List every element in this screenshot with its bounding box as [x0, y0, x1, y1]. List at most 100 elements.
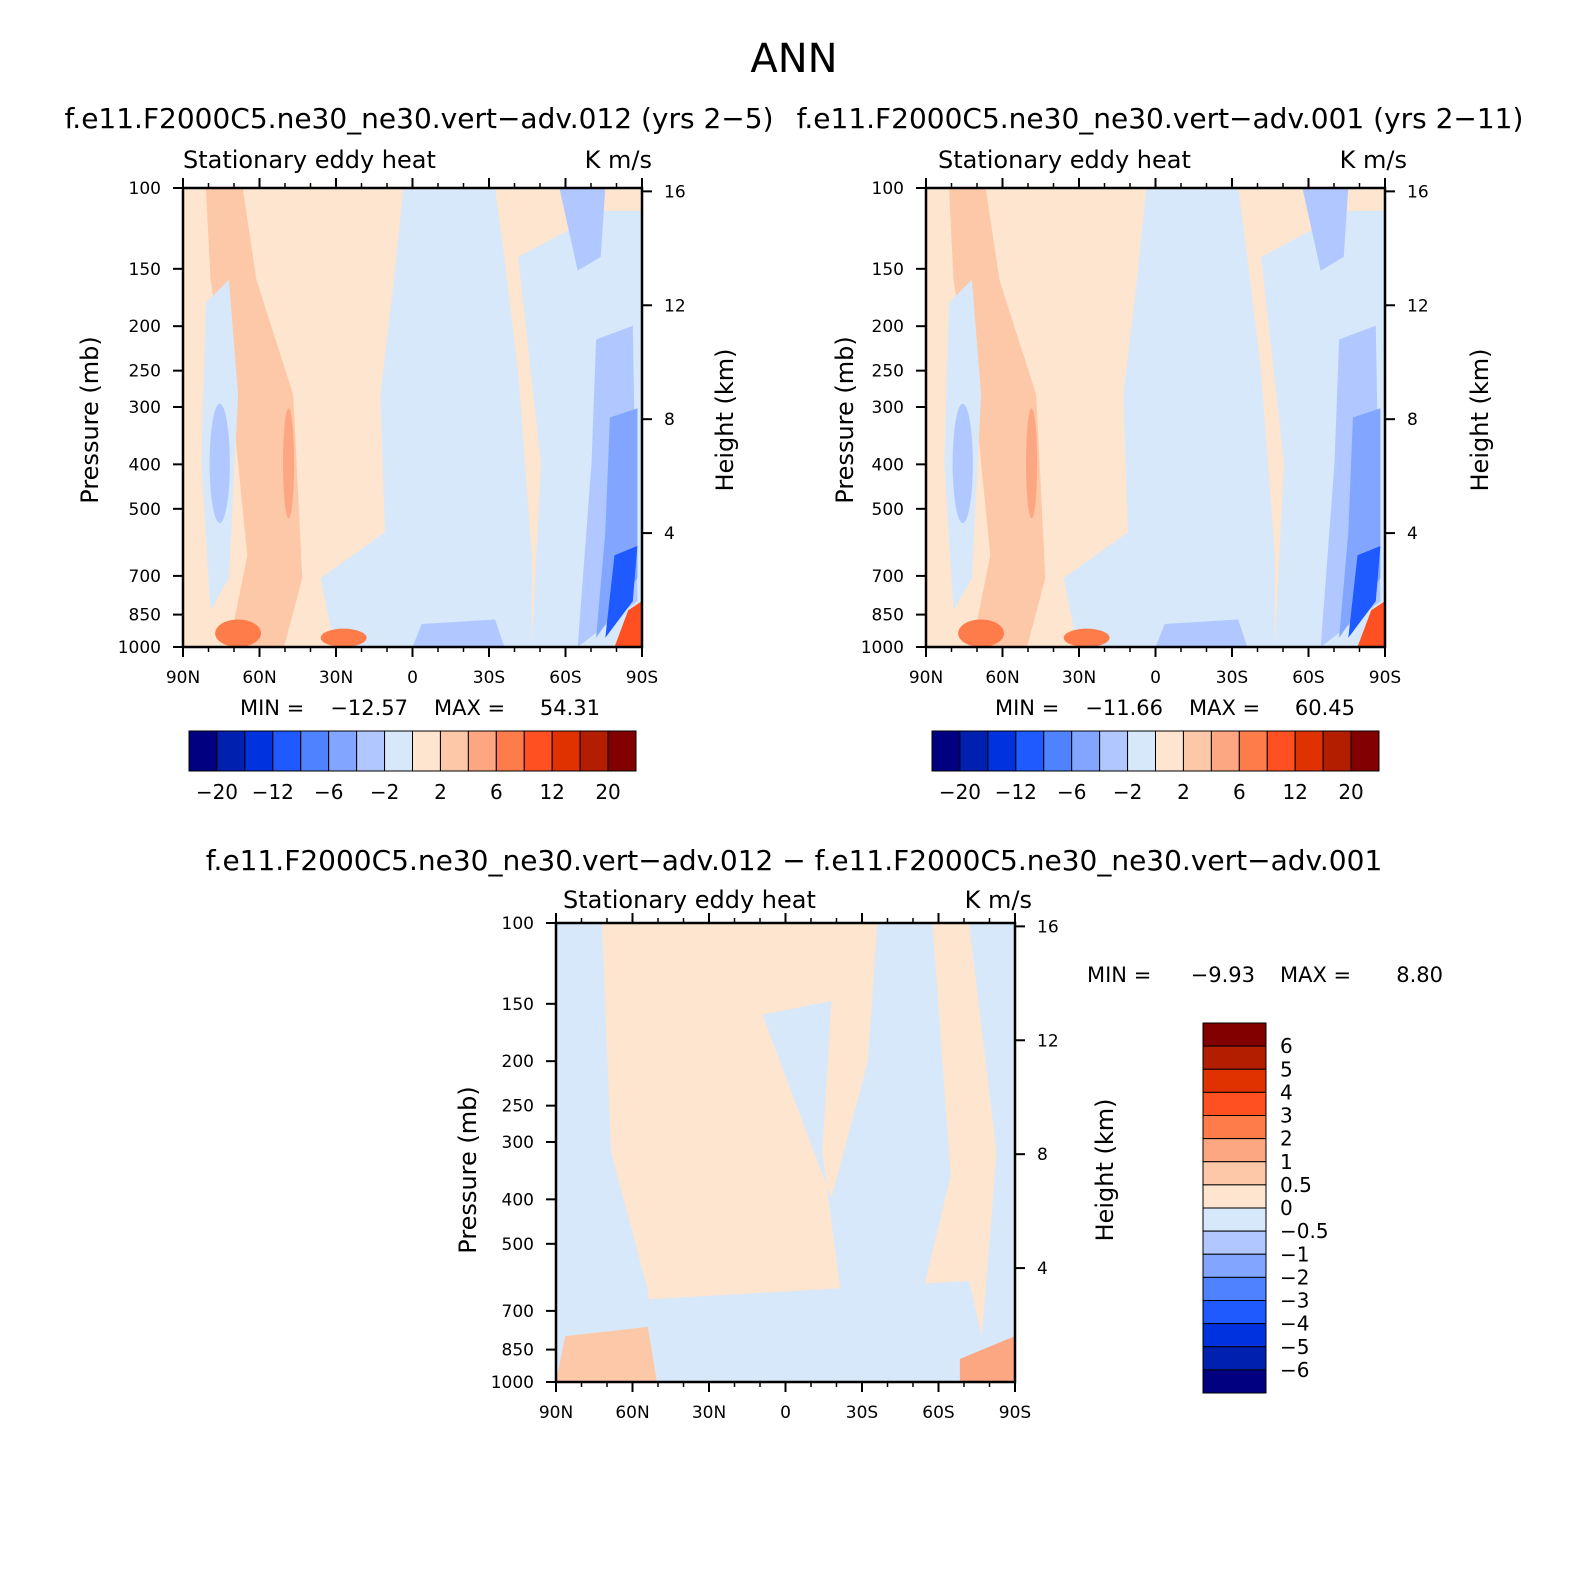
colorbar-label: 2 [434, 780, 447, 804]
positive-core-surface-north [958, 619, 1005, 647]
positive-cell-surface-north [556, 1326, 657, 1382]
y-axis-label: Pressure (mb) [831, 336, 859, 503]
negative-region-southern-hemisphere [1063, 188, 1275, 647]
colorbar-swatch [1202, 1276, 1267, 1301]
y2-axis-label: Height (km) [1466, 349, 1494, 492]
y-tick-label: 850 [502, 1341, 534, 1361]
x-tick-label: 90S [999, 1403, 1031, 1423]
min-label: MIN = [240, 696, 304, 720]
y2-tick-label: 4 [1407, 524, 1418, 544]
panel-case-title: f.e11.F2000C5.ne30_ne30.vert−adv.012 (yr… [64, 102, 773, 135]
negative-core-high-latitude-north [209, 403, 230, 524]
positive-core-surface-midlatitude [1063, 628, 1110, 647]
colorbar-swatch [1202, 1230, 1267, 1255]
min-label: MIN = [1087, 963, 1151, 987]
x-tick-label: 30N [692, 1403, 726, 1423]
colorbar-swatch [1202, 1300, 1267, 1325]
colorbar-swatch [959, 730, 989, 772]
negative-cell-upper-south [559, 188, 606, 271]
positive-core-surface-midlatitude [320, 628, 367, 647]
x-tick-label: 0 [780, 1403, 791, 1423]
colorbar-swatch [1294, 730, 1324, 772]
figure-title: ANN [750, 36, 837, 82]
y-tick-label: 200 [502, 1052, 534, 1072]
colorbar-swatch [551, 730, 581, 772]
min-label: MIN = [995, 696, 1059, 720]
panel-left-string: Stationary eddy heat [563, 886, 816, 914]
y2-tick-label: 16 [664, 182, 686, 202]
x-tick-label: 60N [615, 1403, 649, 1423]
y-tick-label: 500 [502, 1235, 534, 1255]
colorbar-label: −0.5 [1280, 1219, 1329, 1243]
colorbar-swatch [523, 730, 553, 772]
colorbar-swatch [384, 730, 413, 772]
colorbar-swatch [467, 730, 497, 772]
y-tick-label: 250 [872, 362, 904, 382]
colorbar-swatch [1350, 730, 1380, 772]
y2-tick-label: 12 [1037, 1031, 1059, 1051]
x-tick-label: 90N [166, 668, 200, 688]
y-tick-label: 1000 [118, 638, 161, 658]
colorbar-label: −2 [1113, 780, 1142, 804]
contour-plot [183, 188, 642, 647]
colorbar-label: 20 [1338, 780, 1363, 804]
max-label: MAX = [434, 696, 505, 720]
colorbar-swatch [579, 730, 609, 772]
colorbar-label: 12 [1282, 780, 1307, 804]
colorbar-swatch [1202, 1068, 1267, 1093]
negative-region-north [556, 923, 657, 1382]
panel-control-001: f.e11.F2000C5.ne30_ne30.vert−adv.001 (yr… [797, 102, 1524, 804]
y-tick-label: 700 [872, 567, 904, 587]
colorbar-swatch [356, 730, 386, 772]
panel-control-012: f.e11.F2000C5.ne30_ne30.vert−adv.012 (yr… [64, 102, 773, 804]
y-tick-label: 700 [502, 1302, 534, 1322]
colorbar-swatch [1015, 730, 1045, 772]
colorbar-swatch [328, 730, 358, 772]
y-tick-label: 100 [129, 179, 161, 199]
x-tick-label: 0 [407, 668, 418, 688]
y2-tick-label: 16 [1407, 182, 1429, 202]
colorbar-swatch [1202, 1323, 1267, 1348]
y-tick-label: 250 [502, 1097, 534, 1117]
colorbar-swatch [1202, 1253, 1267, 1278]
positive-core-surface-north [215, 619, 262, 647]
panel-left-string: Stationary eddy heat [183, 146, 436, 174]
colorbar: −20 −12 −6 −2 2 6 12 20 [188, 730, 637, 804]
colorbar-swatch [1202, 1207, 1267, 1232]
colorbar-label: −4 [1280, 1312, 1309, 1336]
y-tick-label: 300 [129, 398, 161, 418]
y-axis-label: Pressure (mb) [454, 1086, 482, 1253]
colorbar-swatch [1099, 730, 1129, 772]
x-tick-label: 30N [1062, 668, 1096, 688]
y-tick-label: 150 [129, 260, 161, 280]
colorbar-swatch [439, 730, 469, 772]
colorbar-swatch [1155, 730, 1184, 772]
colorbar-label: 1 [1280, 1150, 1293, 1174]
colorbar-swatch [495, 730, 525, 772]
colorbar-swatch [1266, 730, 1296, 772]
colorbar-swatch [300, 730, 330, 772]
positive-core-antarctic-surface [614, 601, 642, 647]
y-tick-label: 850 [129, 606, 161, 626]
y2-tick-label: 4 [1037, 1259, 1048, 1279]
min-value: −11.66 [1085, 696, 1163, 720]
negative-cell-upper-south [1302, 188, 1349, 271]
y-tick-label: 500 [872, 500, 904, 520]
x-tick-label: 90N [909, 668, 943, 688]
colorbar-swatch [272, 730, 302, 772]
y-tick-label: 200 [129, 317, 161, 337]
min-value: −12.57 [330, 696, 408, 720]
colorbar-swatch [1202, 1346, 1267, 1371]
colorbar-label: −3 [1280, 1289, 1309, 1313]
colorbar-swatch [1071, 730, 1101, 772]
colorbar-label: −2 [1280, 1265, 1309, 1289]
plot-axes: 90N 60N 30N 0 30S 60S 90S 100 150 200 250 300 400 500… [118, 178, 686, 688]
colorbar-swatch [1202, 1184, 1267, 1209]
y-tick-label: 200 [872, 317, 904, 337]
x-tick-label: 30S [1216, 668, 1248, 688]
x-tick-label: 60S [922, 1403, 954, 1423]
colorbar-swatch [1202, 1022, 1267, 1047]
max-value: 54.31 [540, 696, 600, 720]
colorbar-label: 5 [1280, 1057, 1293, 1081]
